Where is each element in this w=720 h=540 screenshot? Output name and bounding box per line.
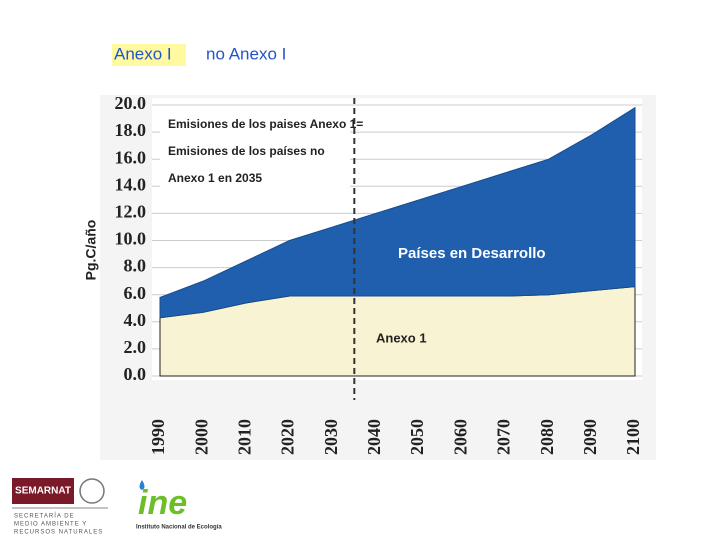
y-tick-label: 20.0 [115,93,147,113]
y-tick-label: 10.0 [115,229,147,249]
annotation-box [160,112,350,196]
y-tick-label: 2.0 [124,337,147,357]
y-tick-label: 8.0 [124,256,147,276]
drop [139,480,145,490]
ine-caption: Instituto Nacional de Ecología [136,525,222,531]
y-tick-label: 18.0 [115,120,147,140]
x-tick-label: 2040 [364,419,384,455]
semarnat-line: SECRETARÍA DE [14,513,75,520]
x-tick-label: 2030 [321,419,341,455]
y-tick-label: 12.0 [115,202,147,222]
semarnat-box [12,478,74,504]
emblem [79,478,105,504]
x-tick-label: 2000 [191,419,211,455]
x-tick-label: 2010 [234,419,254,455]
x-tick-label: 2060 [450,419,470,455]
header-left: Anexo I [114,44,172,63]
x-tick-label: 2080 [537,419,557,455]
y-tick-label: 4.0 [124,310,147,330]
x-tick-label: 2020 [278,419,298,455]
semarnat-line: MEDIO AMBIENTE Y [14,522,87,528]
y-tick-label: 14.0 [115,174,147,194]
area [159,106,636,319]
y-tick-label: 6.0 [124,283,147,303]
plot: 0.0 2.0 4.0 6.0 8.0 10.0 12.0 14.0 16.0 18.0 20.0 1… [115,93,644,455]
y-axis-label: Pg.C/año [83,220,99,281]
logos: SEMARNAT SECRETARÍA DE MEDIO AMBIENTE Y … [12,478,222,536]
semarnat-line: RECURSOS NATURALES [14,530,103,536]
annotation: Anexo 1 en 2035 [168,171,262,185]
highlight [112,44,186,66]
series-label: Países en Desarrollo [398,245,546,262]
x-tick-label: 2070 [494,419,514,455]
y-tick-label: 0.0 [124,364,147,384]
semarnat-name: SEMARNAT [15,486,71,497]
x-tick-label: 2100 [623,419,643,455]
annotation: Emisiones de los países no [168,144,325,158]
x-tick-label: 2090 [580,419,600,455]
y-tick-label: 16.0 [115,147,147,167]
x-tick-label: 2050 [407,419,427,455]
x-tick-label: 1990 [148,419,168,455]
header-right: no Anexo I [206,44,286,63]
ine-logo: ine [138,484,187,522]
series-label: Anexo 1 [376,330,427,345]
annotation: Emisiones de los paises Anexo 1= [168,117,363,131]
